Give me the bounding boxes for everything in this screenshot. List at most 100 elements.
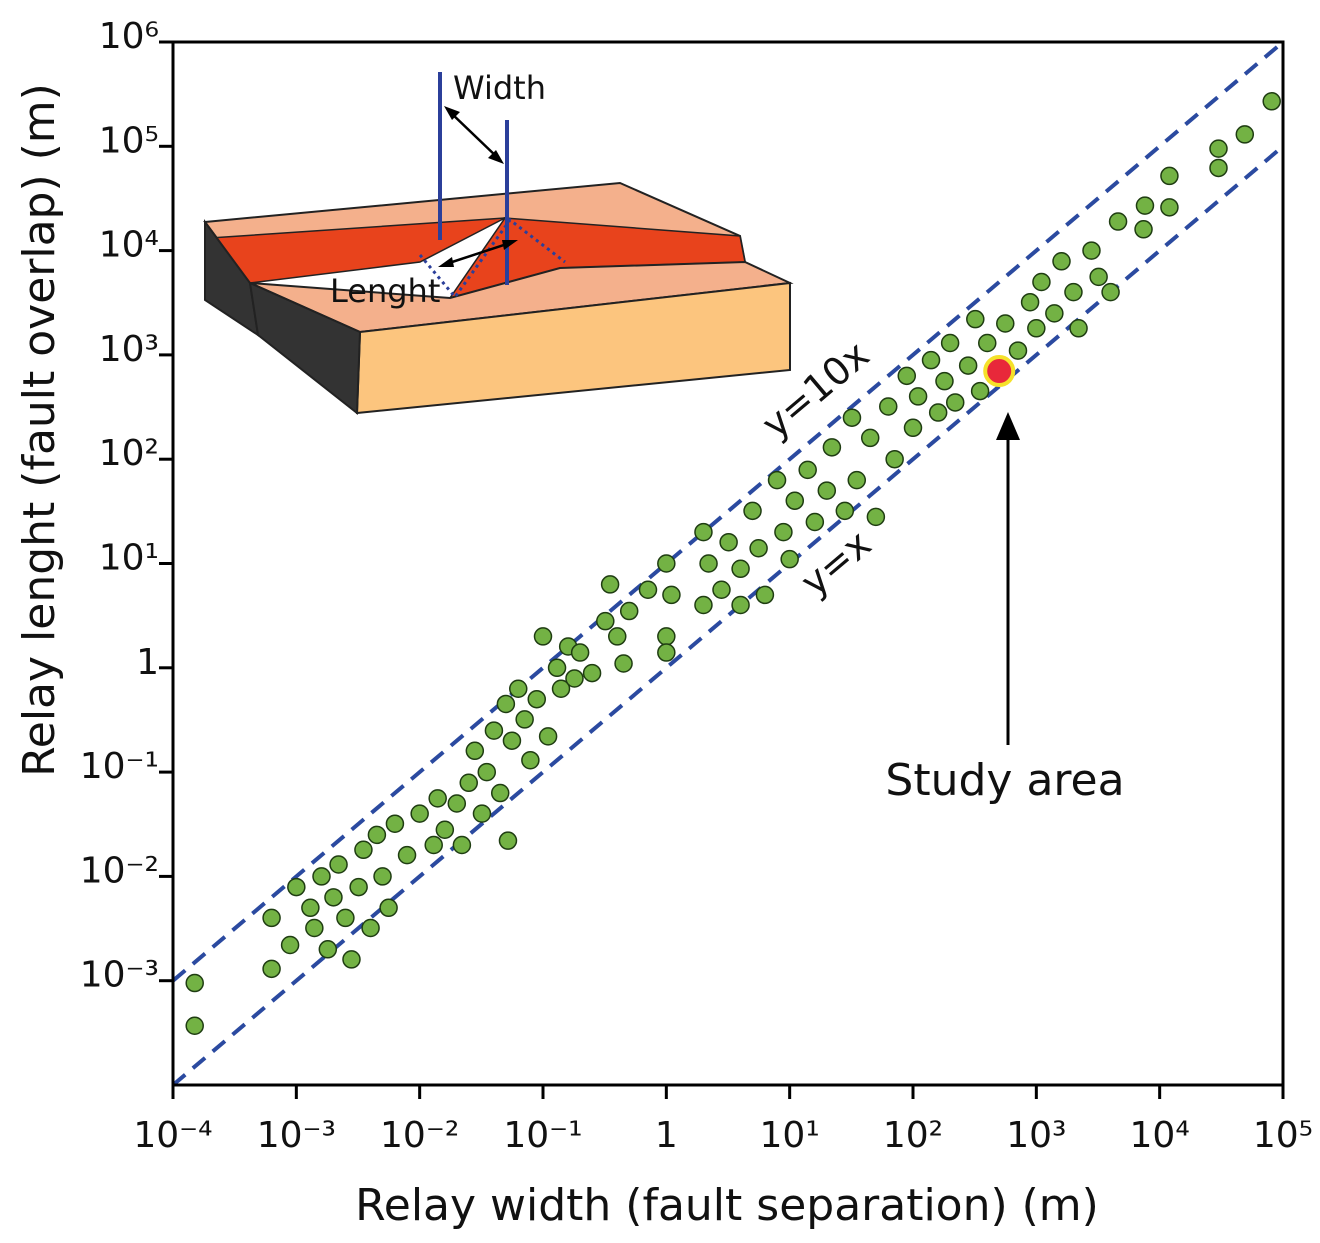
point: [719, 532, 738, 552]
point: [533, 627, 553, 646]
point: [496, 694, 516, 714]
point: [966, 309, 985, 329]
point: [798, 460, 817, 480]
point: [619, 601, 639, 621]
inset-arrow: [449, 111, 499, 159]
point: [1064, 282, 1083, 302]
x-tick-label: 10⁻¹: [503, 1115, 582, 1156]
point: [1089, 267, 1108, 287]
point: [565, 669, 584, 688]
point: [1108, 212, 1128, 231]
x-tick-label: 10⁻³: [257, 1115, 336, 1156]
point: [958, 356, 978, 375]
point: [472, 804, 492, 823]
point: [657, 627, 676, 646]
reference-lines: [171, 40, 1285, 1087]
y-tick-label: 1: [136, 642, 159, 683]
point: [970, 381, 990, 401]
point: [908, 387, 928, 406]
point: [424, 835, 443, 855]
point: [940, 333, 960, 353]
point: [1160, 166, 1179, 186]
point: [515, 710, 534, 729]
point: [749, 539, 768, 558]
point: [1209, 158, 1228, 178]
point: [329, 855, 348, 874]
x-tick-label: 10⁴: [1130, 1115, 1190, 1156]
point: [785, 491, 805, 510]
point: [662, 585, 681, 605]
x-tick-label: 10³: [1006, 1115, 1066, 1156]
point: [699, 554, 718, 573]
inset-label: Lenght: [330, 272, 440, 310]
y-tick-label: 10⁶: [99, 16, 159, 57]
point: [477, 762, 497, 782]
inset-diagram: Width Lenght: [203, 69, 794, 416]
y-tick-label: 10⁵: [99, 120, 159, 161]
point: [608, 627, 627, 646]
point: [928, 403, 948, 422]
point: [1082, 241, 1101, 260]
point: [385, 814, 405, 833]
y-axis-title: Relay lenght (fault overlap) (m): [14, 83, 65, 777]
point: [1052, 252, 1071, 271]
y-tick-label: 10⁻³: [80, 955, 159, 996]
point: [547, 658, 567, 678]
inset-arrowhead: [438, 257, 454, 267]
point: [185, 1016, 204, 1035]
point: [805, 512, 825, 532]
series: [983, 355, 1016, 388]
point: [484, 721, 504, 740]
point: [1045, 304, 1064, 323]
point: [1235, 125, 1255, 144]
annotation: Study area: [885, 755, 1124, 806]
point: [509, 679, 528, 698]
y-tick-label: 10²: [99, 433, 159, 474]
point: [465, 741, 485, 761]
point: [935, 371, 954, 391]
point: [373, 867, 392, 886]
point: [397, 845, 417, 865]
point: [262, 959, 281, 979]
point: [996, 314, 1015, 333]
y-tick-label: 10⁴: [99, 225, 159, 266]
point: [1101, 282, 1120, 302]
point: [978, 333, 997, 353]
point: [570, 643, 590, 662]
point: [459, 773, 478, 793]
point: [1027, 319, 1046, 338]
reference-line: [171, 144, 1285, 1087]
reference-line-label: y=x: [792, 521, 879, 604]
point: [596, 611, 615, 631]
point: [185, 973, 204, 993]
point: [983, 355, 1016, 388]
point: [521, 750, 540, 770]
point: [280, 935, 300, 955]
point: [767, 470, 787, 490]
point: [305, 918, 324, 938]
plot-frame: [171, 40, 1285, 1087]
point: [903, 418, 923, 438]
point: [318, 940, 338, 959]
point: [1008, 341, 1028, 360]
point: [817, 481, 837, 500]
point: [1209, 139, 1228, 158]
inset-side-face: [248, 281, 362, 416]
point: [490, 783, 510, 803]
point: [410, 804, 429, 823]
point: [582, 663, 602, 683]
x-tick-label: 10⁻²: [380, 1115, 459, 1156]
y-tick-label: 10⁻²: [80, 850, 159, 891]
point: [835, 501, 855, 521]
point: [860, 428, 880, 448]
annotation-arrowhead: [996, 412, 1020, 440]
point: [866, 507, 886, 527]
point: [600, 575, 620, 594]
point: [1135, 196, 1155, 215]
point: [361, 918, 380, 938]
point: [349, 877, 368, 897]
point: [452, 835, 472, 855]
point: [822, 438, 842, 457]
point: [502, 731, 522, 750]
